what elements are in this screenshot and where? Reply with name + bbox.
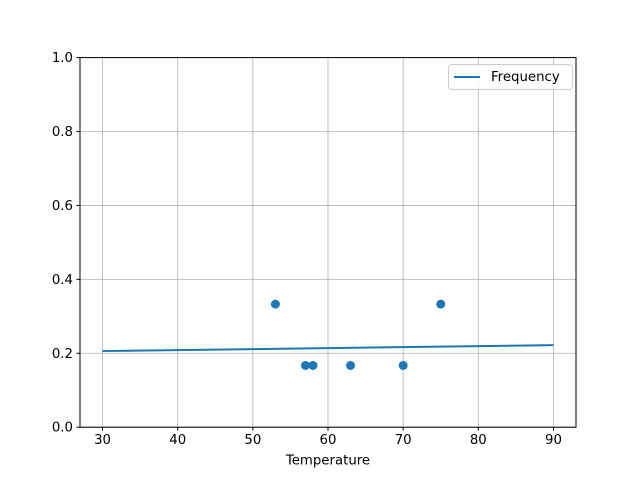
line-series: [102, 344, 554, 353]
scatter-point: [270, 299, 280, 309]
legend-label: Frequency: [491, 69, 560, 85]
x-tick-label: 50: [244, 433, 261, 448]
grid-layer: [80, 57, 576, 428]
scatter-point: [300, 360, 310, 370]
scatter-point: [308, 360, 318, 370]
y-tick-label: 1.0: [52, 51, 73, 66]
scatter-point: [398, 360, 408, 370]
y-tick-label: 0.2: [52, 347, 73, 362]
scatter-point: [436, 299, 446, 309]
legend-line-sample: [454, 76, 480, 78]
x-tick-label: 70: [395, 433, 412, 448]
y-tick-label: 0.4: [52, 273, 73, 288]
x-tick-label: 90: [545, 433, 562, 448]
series-layer: [102, 299, 554, 370]
y-tick-label: 0.0: [52, 421, 73, 436]
x-tick-label: 80: [470, 433, 487, 448]
x-axis-label: Temperature: [285, 454, 370, 469]
x-tick-label: 40: [169, 433, 186, 448]
x-tick-label: 60: [320, 433, 337, 448]
scatter-point: [346, 360, 356, 370]
axis-layer: [76, 57, 577, 431]
legend: Frequency: [448, 64, 573, 90]
tick-label-layer: 30 40 50 60 70 80 90 0.0 0.2 0.4 0.6 0.8 1.0: [52, 51, 562, 448]
y-tick-label: 0.8: [52, 125, 73, 140]
x-tick-label: 30: [94, 433, 111, 448]
y-tick-label: 0.6: [52, 199, 73, 214]
